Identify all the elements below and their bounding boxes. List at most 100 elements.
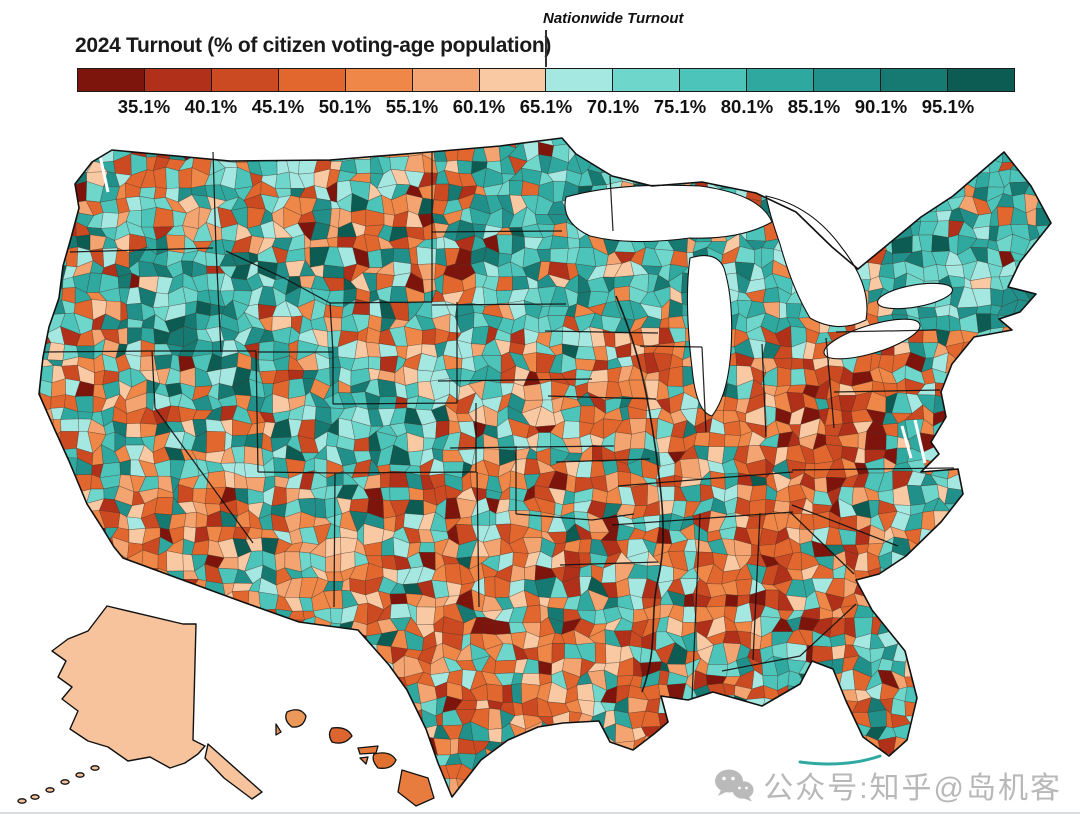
county-cell [575, 247, 597, 268]
county-cell [550, 762, 568, 784]
county-cell [592, 444, 603, 462]
county-cell [183, 511, 197, 529]
county-cell [59, 556, 78, 564]
county-cell [59, 447, 78, 459]
county-cell [24, 513, 38, 532]
county-cell [990, 550, 1004, 573]
county-cell [205, 789, 224, 797]
county-cell [497, 777, 517, 796]
county-cell [350, 686, 366, 701]
county-cell [204, 684, 225, 699]
county-cell [25, 499, 34, 517]
county-cell [249, 138, 267, 150]
county-cell [39, 261, 51, 281]
county-cell [1028, 261, 1042, 282]
county-cell [180, 802, 200, 819]
county-cell [1038, 476, 1051, 490]
county-cell [673, 777, 688, 796]
county-cell [996, 550, 1016, 565]
county-cell [377, 728, 395, 742]
county-cell [827, 699, 847, 711]
county-cell [772, 713, 794, 731]
county-cell [153, 354, 173, 371]
county-cell [145, 143, 158, 158]
county-cell [87, 749, 109, 766]
county-cell [112, 138, 135, 148]
county-cell [973, 411, 990, 426]
county-cell [1023, 656, 1045, 671]
county-cell [336, 630, 358, 652]
county-cell [947, 391, 961, 410]
county-cell [567, 237, 580, 249]
county-cell [594, 642, 607, 664]
county-cell [39, 747, 53, 766]
legend-label-60.1: 60.1% [452, 96, 506, 117]
county-cell [957, 576, 975, 598]
county-cell [61, 591, 81, 608]
county-cell [324, 761, 346, 783]
county-cell [695, 170, 715, 183]
county-cell [283, 660, 303, 675]
legend-label-35.1: 35.1% [117, 96, 171, 117]
aleutian-island [75, 772, 85, 778]
county-cell [943, 724, 962, 744]
county-cell [628, 153, 642, 173]
county-cell [917, 196, 939, 214]
county-cell [883, 593, 898, 606]
county-cell [1023, 643, 1042, 660]
county-cell [1050, 238, 1051, 252]
county-cell [576, 774, 596, 795]
page-title: 2024 Turnout (% of citizen voting-age po… [75, 34, 552, 57]
county-cell [666, 722, 686, 742]
county-cell [75, 591, 91, 609]
county-cell [706, 143, 724, 158]
county-cell [258, 618, 280, 639]
county-cell [574, 738, 595, 755]
county-cell [377, 736, 396, 751]
county-cell [1041, 697, 1051, 715]
county-cell [958, 518, 978, 529]
county-cell [996, 660, 1013, 676]
county-cell [935, 315, 951, 332]
county-cell [207, 617, 226, 638]
county-cell [1039, 259, 1051, 278]
county-cell [39, 193, 40, 213]
county-cell [917, 142, 939, 164]
county-cell [1054, 513, 1071, 533]
county-cell [1036, 285, 1051, 309]
county-cell [39, 567, 41, 580]
county-cell [435, 236, 446, 250]
county-cell [723, 396, 739, 412]
county-cell [249, 617, 261, 639]
county-cell [918, 581, 940, 594]
county-cell [974, 394, 991, 414]
county-cell [500, 807, 514, 823]
contiguous-us-outline [38, 137, 1052, 798]
legend-label-45.1: 45.1% [251, 96, 305, 117]
county-cell [196, 628, 212, 651]
county-cell [990, 382, 1006, 396]
county-cell [959, 141, 977, 160]
county-cell [613, 285, 631, 302]
county-cell [155, 580, 174, 597]
county-cell [354, 138, 370, 144]
county-cell [48, 207, 65, 227]
county-cell [917, 687, 936, 705]
county-cell [301, 762, 315, 780]
county-cell [909, 589, 922, 609]
county-cell [778, 138, 792, 147]
legend-segment-10 [747, 69, 815, 91]
county-cell [472, 774, 486, 794]
county-cell [247, 698, 266, 716]
county-cell [816, 172, 833, 188]
county-cell [75, 556, 95, 571]
county-cell [786, 138, 805, 148]
county-cell [392, 724, 411, 742]
county-cell [989, 138, 1003, 150]
county-cell [631, 140, 646, 162]
county-cell [996, 644, 1013, 663]
county-cell [91, 792, 104, 797]
county-cell [300, 776, 313, 791]
county-cell [355, 761, 367, 781]
county-cell [471, 138, 487, 145]
